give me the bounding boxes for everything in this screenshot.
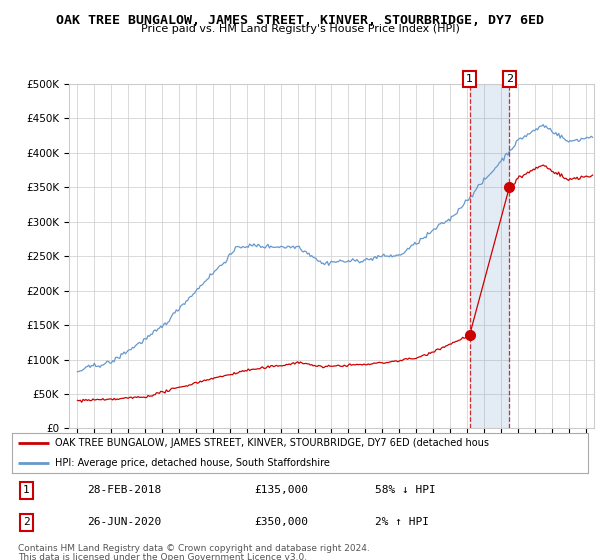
Text: 1: 1: [466, 74, 473, 84]
Text: 1: 1: [23, 486, 30, 496]
Text: This data is licensed under the Open Government Licence v3.0.: This data is licensed under the Open Gov…: [18, 553, 307, 560]
Text: 26-JUN-2020: 26-JUN-2020: [87, 517, 161, 528]
Text: £135,000: £135,000: [254, 486, 308, 496]
Bar: [470, 84, 509, 428]
Text: 28-FEB-2018: 28-FEB-2018: [87, 486, 161, 496]
Text: 2: 2: [23, 517, 30, 528]
Text: 58% ↓ HPI: 58% ↓ HPI: [375, 486, 436, 496]
Text: OAK TREE BUNGALOW, JAMES STREET, KINVER, STOURBRIDGE, DY7 6ED: OAK TREE BUNGALOW, JAMES STREET, KINVER,…: [56, 14, 544, 27]
Text: OAK TREE BUNGALOW, JAMES STREET, KINVER, STOURBRIDGE, DY7 6ED (detached hous: OAK TREE BUNGALOW, JAMES STREET, KINVER,…: [55, 438, 489, 448]
Text: £350,000: £350,000: [254, 517, 308, 528]
Text: 2: 2: [506, 74, 513, 84]
Text: Contains HM Land Registry data © Crown copyright and database right 2024.: Contains HM Land Registry data © Crown c…: [18, 544, 370, 553]
Text: 2% ↑ HPI: 2% ↑ HPI: [375, 517, 429, 528]
Text: Price paid vs. HM Land Registry's House Price Index (HPI): Price paid vs. HM Land Registry's House …: [140, 24, 460, 34]
Text: HPI: Average price, detached house, South Staffordshire: HPI: Average price, detached house, Sout…: [55, 458, 330, 468]
